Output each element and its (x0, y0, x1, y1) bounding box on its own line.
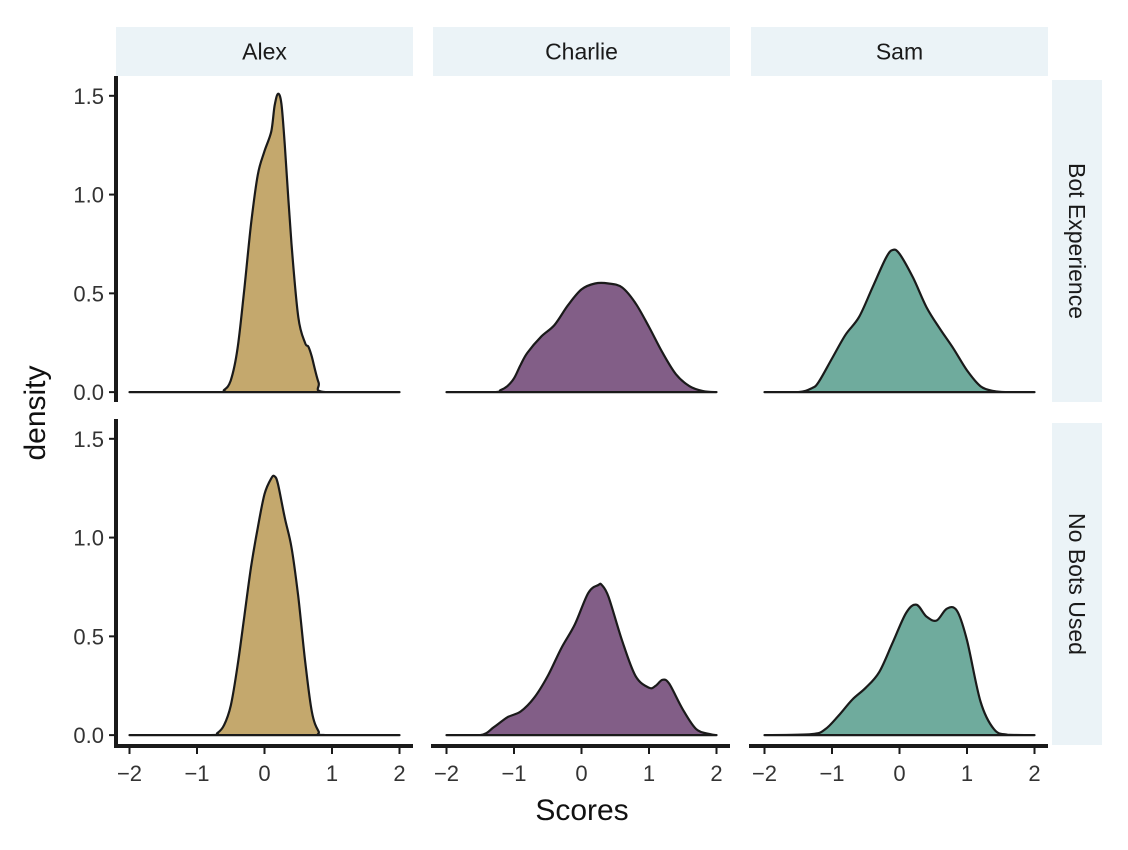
x-tick-label-alex-3: 1 (326, 761, 338, 786)
y-tick-label-no-bots-used-1: 0.5 (73, 624, 104, 649)
y-tick-label-bot-experience-2: 1.0 (73, 183, 104, 208)
row-strip-bot-experience (1052, 80, 1102, 402)
col-strip-label-sam: Sam (876, 39, 923, 65)
x-tick-label-sam-2: 0 (893, 761, 905, 786)
density-alex-bot-experience (128, 92, 401, 394)
facet-strips: Alex Charlie Sam Bot Experience No Bots Used (116, 27, 1102, 745)
axis-titles: Scores density (19, 365, 629, 827)
x-tick-label-sam-0: −2 (752, 761, 777, 786)
x-tick-label-alex-0: −2 (117, 761, 142, 786)
x-tick-label-alex-4: 2 (393, 761, 405, 786)
col-strip-label-alex: Alex (242, 39, 287, 65)
col-strip-charlie (433, 27, 730, 76)
y-tick-label-no-bots-used-2: 1.0 (73, 526, 104, 551)
y-tick-label-no-bots-used-3: 1.5 (73, 427, 104, 452)
density-charlie-no-bots-used (445, 582, 718, 737)
row-strip-no-bots-used (1052, 423, 1102, 745)
row-strip-label-no-bots-used: No Bots Used (1064, 513, 1090, 655)
density-charlie-bot-experience (445, 281, 718, 394)
x-tick-label-sam-3: 1 (961, 761, 973, 786)
y-axis-title: density (19, 365, 52, 460)
y-tick-label-bot-experience-1: 0.5 (73, 281, 104, 306)
density-sam-no-bots-used (763, 603, 1036, 737)
density-sam-bot-experience (763, 248, 1036, 394)
axes: 0.0 0.5 1.0 1.5 0.0 0.5 1.0 1.5 −2 −1 0 1 2 −2 −1 0 1 2 −2… (73, 76, 1048, 786)
y-tick-label-no-bots-used-0: 0.0 (73, 723, 104, 748)
x-tick-label-sam-4: 2 (1028, 761, 1040, 786)
x-tick-label-sam-1: −1 (819, 761, 844, 786)
x-tick-label-charlie-4: 2 (710, 761, 722, 786)
x-tick-label-charlie-2: 0 (575, 761, 587, 786)
row-strip-label-bot-experience: Bot Experience (1064, 163, 1090, 319)
density-areas (128, 92, 1036, 737)
x-tick-label-alex-1: −1 (184, 761, 209, 786)
col-strip-alex (116, 27, 413, 76)
y-tick-label-bot-experience-0: 0.0 (73, 380, 104, 405)
col-strip-sam (751, 27, 1048, 76)
y-tick-label-bot-experience-3: 1.5 (73, 84, 104, 109)
x-tick-label-charlie-1: −1 (501, 761, 526, 786)
x-tick-label-charlie-0: −2 (434, 761, 459, 786)
density-alex-no-bots-used (128, 474, 401, 737)
col-strip-label-charlie: Charlie (545, 39, 618, 65)
x-tick-label-alex-2: 0 (258, 761, 270, 786)
x-tick-label-charlie-3: 1 (643, 761, 655, 786)
x-axis-title: Scores (535, 794, 628, 827)
